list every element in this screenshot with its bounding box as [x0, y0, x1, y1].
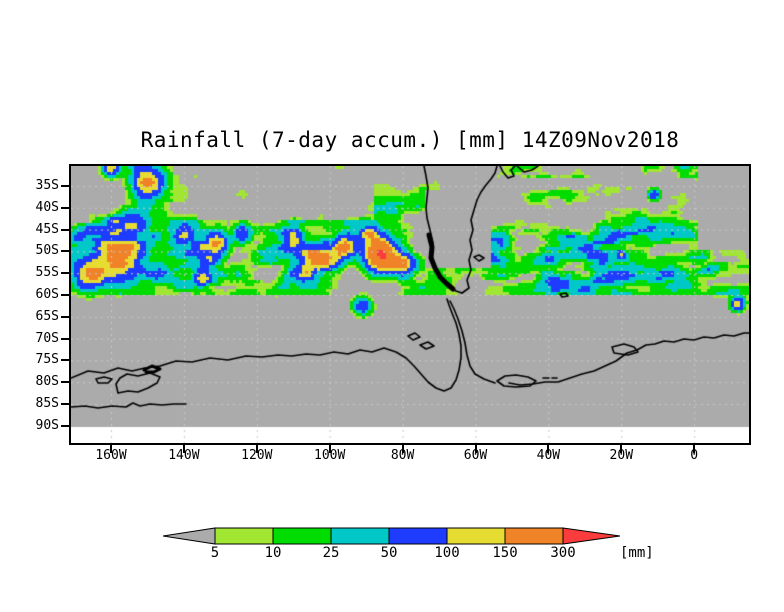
lat-tick-mark — [61, 424, 69, 427]
colorbar-tick-label: 25 — [322, 545, 340, 561]
lon-tick-label: 120W — [241, 448, 273, 463]
lat-tick-label: 35S — [35, 178, 59, 193]
lat-tick-mark — [61, 294, 69, 296]
lat-tick-label: 40S — [35, 199, 59, 215]
lat-tick-mark — [61, 206, 69, 209]
colorbar-unit-label: [mm] — [620, 545, 654, 561]
lat-tick-mark — [61, 250, 69, 253]
lat-tick-mark — [61, 381, 69, 384]
colorbar-segment — [388, 527, 448, 545]
colorbar-over-arrow — [562, 527, 620, 545]
lon-tick-label: 160W — [95, 448, 127, 463]
lat-tick-label: 55S — [35, 265, 59, 281]
colorbar-tick-label: 5 — [210, 545, 220, 561]
lat-tick-label: 50S — [35, 243, 59, 259]
colorbar-tick-label: 10 — [264, 545, 282, 561]
lon-tick-label: 20W — [609, 448, 634, 463]
lon-tick-mark — [620, 445, 623, 453]
lon-tick-mark — [182, 445, 185, 453]
lon-tick-mark — [547, 445, 550, 453]
lon-tick-mark — [693, 445, 696, 453]
lat-tick-label: 80S — [35, 374, 59, 390]
lat-tick-mark — [61, 359, 69, 362]
lat-tick-mark — [61, 185, 69, 187]
lat-tick-label: 45S — [35, 221, 59, 237]
lat-tick-label: 70S — [35, 330, 59, 346]
lat-tick-mark — [61, 228, 69, 231]
colorbar-tick-label: 50 — [380, 545, 398, 561]
lon-tick-mark — [328, 445, 331, 453]
lat-tick-mark — [61, 315, 69, 318]
lat-tick-mark — [61, 272, 69, 275]
lon-tick-label: 40W — [536, 448, 561, 463]
lat-tick-mark — [61, 403, 69, 405]
lon-tick-label: 60W — [463, 448, 488, 463]
lat-tick-mark — [61, 337, 69, 340]
colorbar-segment — [446, 527, 506, 545]
lat-tick-label: 75S — [35, 352, 59, 368]
lat-tick-label: 90S — [35, 417, 59, 433]
lon-tick-label: 80W — [390, 448, 415, 463]
lon-tick-mark — [474, 445, 477, 453]
lon-tick-label: 0 — [690, 448, 699, 463]
colorbar-tick-label: 150 — [492, 545, 518, 561]
lat-tick-label: 60S — [35, 287, 59, 302]
lon-tick-label: 100W — [314, 448, 346, 463]
colorbar-segment — [214, 527, 274, 545]
map-frame — [69, 164, 751, 445]
colorbar — [163, 527, 620, 545]
colorbar-segment — [504, 527, 564, 545]
colorbar-tick-label: 300 — [550, 545, 576, 561]
rainfall-map-canvas — [71, 166, 749, 443]
lat-tick-label: 65S — [35, 308, 59, 324]
colorbar-segment — [272, 527, 332, 545]
lon-tick-mark — [110, 445, 112, 453]
colorbar-tick-label: 100 — [434, 545, 460, 561]
lon-tick-mark — [255, 445, 258, 453]
colorbar-segment — [330, 527, 390, 545]
lon-tick-mark — [401, 445, 404, 453]
plot-title: Rainfall (7-day accum.) [mm] 14Z09Nov201… — [140, 128, 680, 152]
lon-tick-label: 140W — [168, 448, 200, 463]
lat-tick-label: 85S — [35, 396, 59, 411]
colorbar-under-arrow — [163, 527, 216, 545]
